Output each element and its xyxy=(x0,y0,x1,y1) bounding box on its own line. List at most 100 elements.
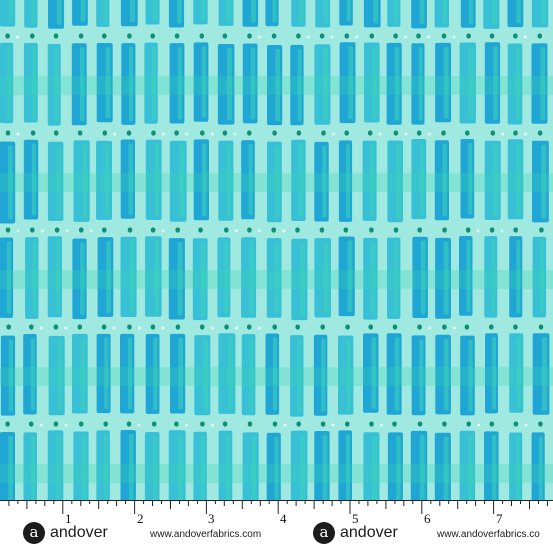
pattern-bar-streak xyxy=(80,0,86,22)
pattern-bar xyxy=(531,0,549,28)
pattern-bar-streak xyxy=(323,242,329,314)
brand-url-2[interactable]: www.andoverfabrics.co xyxy=(437,529,540,540)
pattern-mint-band xyxy=(0,270,553,289)
pattern-dot xyxy=(247,130,252,136)
pattern-bar-streak xyxy=(347,240,353,313)
pattern-sparkle xyxy=(258,229,261,233)
pattern-sparkle xyxy=(161,326,165,330)
pattern-bar-streak xyxy=(419,0,425,25)
pattern-dot xyxy=(513,130,518,136)
pattern-sparkle xyxy=(453,326,456,330)
pattern-bar-streak xyxy=(31,143,36,216)
pattern-bar xyxy=(168,0,185,28)
fabric-swatch xyxy=(0,0,553,500)
pattern-bar-streak xyxy=(373,0,379,24)
pattern-dot xyxy=(54,227,60,233)
pattern-bar-streak xyxy=(81,435,87,500)
ruler-number-6: 6 xyxy=(424,511,431,526)
pattern-bar-streak xyxy=(106,241,111,313)
pattern-bar-streak xyxy=(80,47,85,122)
pattern-bar-streak xyxy=(177,242,183,316)
pattern-bar-streak xyxy=(394,337,400,411)
pattern-dot xyxy=(5,421,10,427)
andover-logo-icon: a xyxy=(23,522,45,544)
pattern-bar xyxy=(120,0,138,27)
pattern-bar-streak xyxy=(516,337,522,409)
pattern-sparkle xyxy=(210,326,214,330)
dash-pattern xyxy=(0,0,553,500)
pattern-dot xyxy=(369,227,374,233)
pattern-bar-streak xyxy=(201,46,207,118)
pattern-sparkle xyxy=(380,423,383,427)
pattern-bar xyxy=(411,0,427,29)
pattern-bar-streak xyxy=(492,0,497,25)
pattern-bar-streak xyxy=(273,337,278,411)
pattern-bar-streak xyxy=(394,241,399,315)
pattern-bar-streak xyxy=(248,144,253,216)
pattern-bar-streak xyxy=(516,143,521,216)
pattern-bar xyxy=(96,0,110,27)
pattern-bar-streak xyxy=(177,0,182,24)
pattern-dot xyxy=(29,324,34,330)
pattern-bar-streak xyxy=(492,435,497,500)
pattern-dot xyxy=(392,421,397,427)
pattern-dot xyxy=(345,421,350,427)
pattern-dot xyxy=(369,421,374,427)
pattern-dot xyxy=(442,227,447,233)
pattern-dot xyxy=(222,33,228,39)
pattern-dot xyxy=(538,421,543,427)
pattern-bar-streak xyxy=(540,0,546,24)
pattern-bar-streak xyxy=(201,242,206,317)
pattern-bar-streak xyxy=(128,143,133,215)
pattern-bar-streak xyxy=(8,0,13,23)
pattern-dot xyxy=(247,421,253,427)
pattern-bar-streak xyxy=(202,143,207,217)
pattern-bar xyxy=(483,0,500,29)
pattern-dot xyxy=(150,33,155,39)
pattern-dot xyxy=(417,324,422,330)
pattern-bar-streak xyxy=(179,144,185,218)
pattern-dot xyxy=(174,33,180,39)
pattern-sparkle xyxy=(524,35,527,39)
pattern-bar-streak xyxy=(127,337,133,410)
pattern-sparkle xyxy=(428,326,431,330)
pattern-dot xyxy=(199,324,205,330)
pattern-dot xyxy=(30,33,35,39)
pattern-bar-streak xyxy=(541,144,547,219)
pattern-dot xyxy=(174,421,179,427)
pattern-sparkle xyxy=(427,35,430,39)
pattern-sparkle xyxy=(378,132,382,136)
pattern-dot xyxy=(151,130,156,136)
pattern-dot xyxy=(77,130,83,136)
pattern-dot xyxy=(247,33,252,39)
pattern-bar-streak xyxy=(420,240,426,314)
pattern-dot xyxy=(5,130,11,136)
pattern-dot xyxy=(320,324,326,330)
pattern-bar-streak xyxy=(468,0,474,24)
pattern-sparkle xyxy=(234,229,238,233)
pattern-sparkle xyxy=(161,229,165,233)
pattern-dot xyxy=(513,324,518,330)
pattern-bar-streak xyxy=(56,0,62,25)
pattern-dot xyxy=(465,227,471,233)
pattern-bar-streak xyxy=(57,339,63,412)
pattern-dot xyxy=(78,33,84,39)
pattern-sparkle xyxy=(185,132,189,136)
pattern-dot xyxy=(200,421,205,427)
pattern-sparkle xyxy=(138,326,141,330)
pattern-dot xyxy=(272,324,278,330)
pattern-dot xyxy=(127,33,132,39)
pattern-dot xyxy=(200,130,205,136)
pattern-dot xyxy=(537,33,543,39)
pattern-bar-streak xyxy=(468,143,473,215)
pattern-dot xyxy=(538,324,544,330)
pattern-bar-streak xyxy=(493,46,498,120)
pattern-dot xyxy=(271,33,277,39)
pattern-bar-streak xyxy=(203,339,208,412)
pattern-bar-streak xyxy=(154,240,160,313)
pattern-bar xyxy=(460,0,476,28)
brand-url[interactable]: www.andoverfabrics.com xyxy=(150,529,262,540)
pattern-bar-streak xyxy=(272,0,277,23)
pattern-bar-streak xyxy=(372,46,378,119)
pattern-bar xyxy=(507,0,524,28)
